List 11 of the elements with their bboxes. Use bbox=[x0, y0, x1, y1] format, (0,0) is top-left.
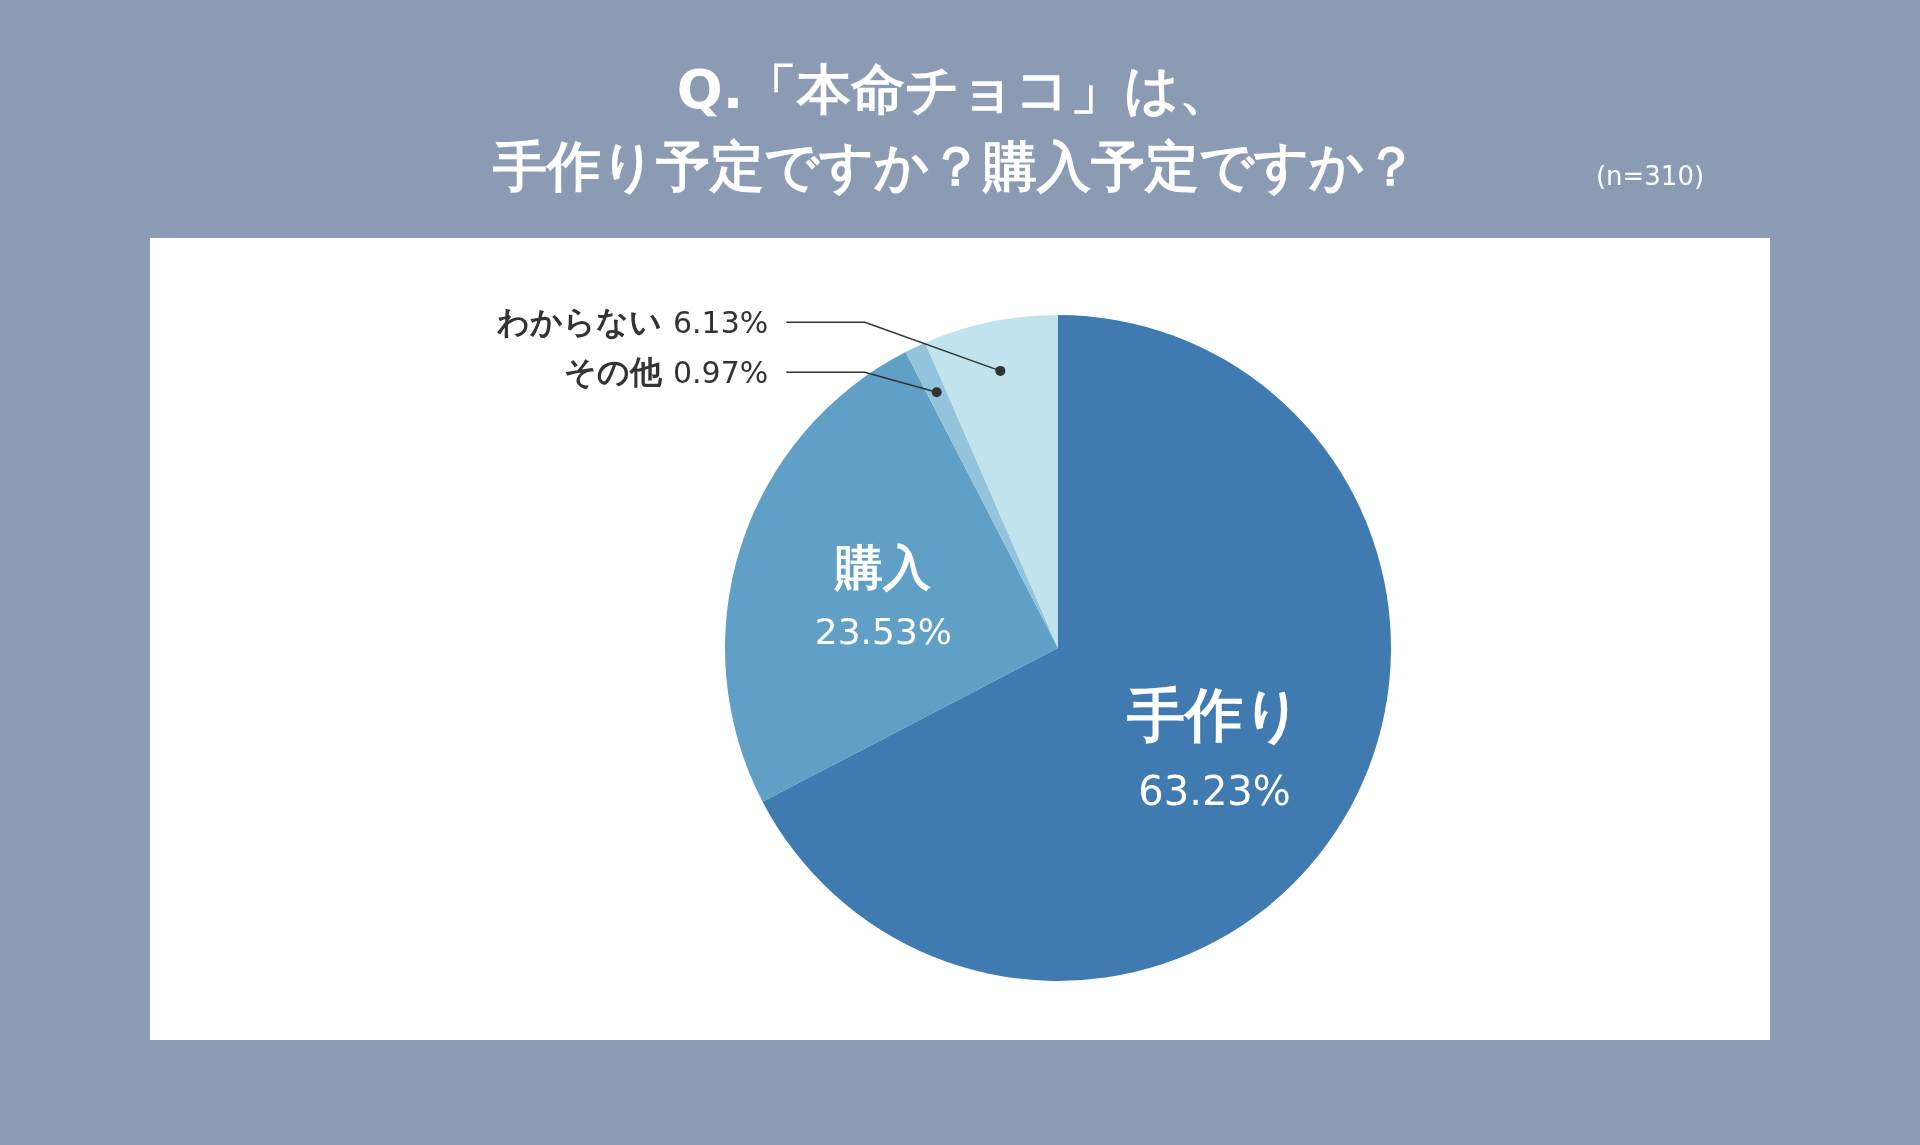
slice-label: 購入 bbox=[834, 539, 933, 596]
slice-label: わからない bbox=[496, 303, 673, 342]
chart-title: Q.「本命チョコ」は、 bbox=[676, 58, 1234, 121]
slice-label: 手作り bbox=[1126, 681, 1303, 750]
data-label: 0.97% bbox=[672, 355, 769, 391]
slice-label: その他 bbox=[563, 353, 673, 392]
data-label: 6.13% bbox=[672, 305, 769, 341]
text: (n=310) bbox=[1595, 161, 1705, 191]
data-label: 23.53% bbox=[814, 611, 953, 653]
data-label: 63.23% bbox=[1138, 768, 1291, 815]
chart-subtitle: 手作り予定ですか？購入予定ですか？ bbox=[492, 135, 1418, 198]
